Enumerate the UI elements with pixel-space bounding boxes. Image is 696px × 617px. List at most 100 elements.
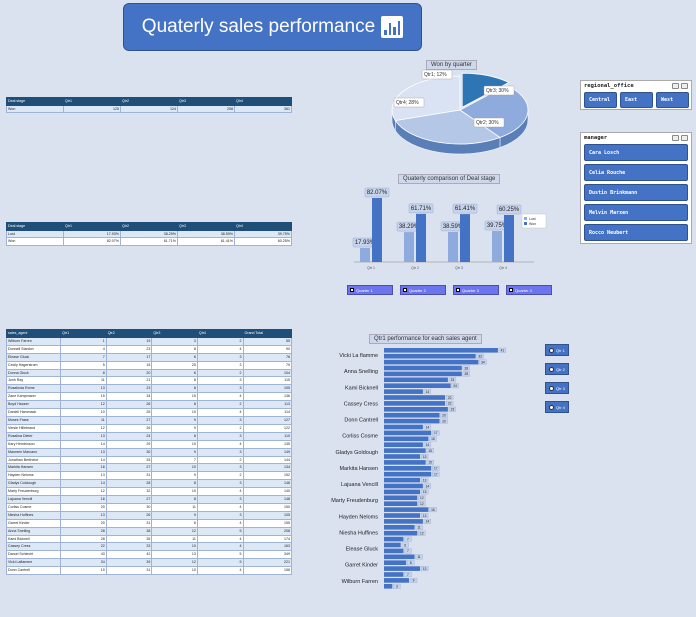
agent-bar (384, 578, 409, 583)
table-cell: 38.29% (120, 229, 178, 238)
radio-icon[interactable] (549, 404, 554, 410)
table-cell: 38.59% (177, 229, 235, 238)
table-cell: 76 (242, 352, 293, 362)
checkbox-icon[interactable] (350, 288, 354, 292)
slicer-option-west[interactable]: West (656, 92, 689, 108)
table-cell: Won (6, 237, 64, 246)
agent-bar-label-box (432, 430, 440, 436)
table-cell: 163 (242, 542, 293, 552)
agent-tick-label: Elease Gluck (346, 547, 379, 553)
radio-icon[interactable] (549, 347, 554, 353)
table-cell: 12 (151, 558, 198, 568)
multi-select-icon[interactable] (672, 134, 679, 141)
qtr-radio-4[interactable]: Qtr 4 (545, 401, 569, 413)
table-row: Maureen Marcano 13 30 9 3 149 (5, 447, 293, 457)
quarter-checkbox-3[interactable]: Quarter 3 (453, 285, 499, 295)
quarter-checkbox-1[interactable]: Quarter 1 (347, 285, 393, 295)
multi-select-icon[interactable] (672, 82, 679, 89)
column-data-label: 61.71% (411, 206, 432, 212)
qtr-radio-1[interactable]: Qtr 1 (545, 344, 569, 356)
agent-bar-data-label: 13 (423, 514, 427, 518)
table-cell: 31 (105, 471, 153, 481)
table-cell: Won (6, 104, 64, 113)
table-cell: 4 (196, 487, 244, 497)
table-cell: 27 (105, 415, 153, 425)
slicer-option-central[interactable]: Central (584, 92, 617, 108)
table-cell: 8 (151, 518, 198, 528)
agent-bar-label-box (420, 489, 429, 495)
table-cell: Cassey Cress (5, 542, 62, 552)
slicer-option-manager[interactable]: Dustin Brinkmann (584, 184, 688, 201)
checkbox-icon[interactable] (456, 288, 460, 292)
agent-bar-label-box (448, 377, 457, 383)
radio-icon[interactable] (549, 366, 554, 372)
agent-bar-data-label: 15 (428, 449, 432, 453)
agent-bar-data-label: 8 (410, 561, 412, 565)
table-cell: 3 (151, 336, 198, 346)
agent-bar (384, 359, 479, 365)
table-cell: Moses Frase (5, 415, 62, 425)
table-cell: 22 (60, 542, 107, 552)
table-row: Boyd Hauser 12 26 8 2 113 (5, 400, 293, 410)
quarter-checkbox-2[interactable]: Quarter 2 (400, 285, 446, 295)
table-cell: 113 (242, 400, 293, 410)
qtr-radio-2[interactable]: Qtr 2 (545, 363, 569, 375)
table-cell: 114 (242, 408, 293, 417)
table-cell: Wilburn Farren (5, 336, 62, 346)
agent-bar (384, 477, 421, 483)
slicer-option-manager[interactable]: Celia Rouche (584, 164, 688, 181)
column-data-label: 38.29% (399, 224, 420, 230)
agent-bar-label-box (418, 530, 426, 536)
agent-tick-label: Markita Hansen (339, 466, 378, 472)
quarter-checkbox-4[interactable]: Quarter 4 (506, 285, 552, 295)
table-cell: 105 (242, 384, 293, 394)
radio-label: Qtr 1 (556, 347, 565, 353)
table-header-cell: Qtr1 (63, 222, 121, 231)
table-cell: 12 (60, 400, 107, 410)
table-cell: Garret Kinder (5, 518, 62, 528)
radio-label: Qtr 3 (556, 385, 565, 391)
table-cell: 1 (60, 336, 107, 346)
table-cell: 6 (151, 368, 198, 378)
agent-bar-label-box (445, 395, 454, 400)
agent-bar-label-box (420, 566, 429, 572)
table-cell: 42 (105, 550, 153, 560)
table-row: Kami Bicknell 28 35 11 4 174 (5, 534, 293, 544)
agent-bar-data-label: 11 (417, 526, 421, 530)
table-cell: Zane Kampmann (5, 392, 62, 402)
table-cell: 148 (242, 495, 293, 504)
table-row: Markita Hansen 16 27 10 3 134 (5, 463, 293, 473)
table-cell: 25 (105, 455, 153, 465)
column-bar (360, 248, 370, 262)
qtr-radio-3[interactable]: Qtr 3 (545, 382, 569, 394)
slicer-option-manager[interactable]: Rocco Neubert (584, 224, 688, 241)
table-row: Elease Gluck 7 17 6 3 76 (5, 352, 293, 362)
agent-bar-label-box (404, 548, 412, 554)
table-cell: 3 (196, 463, 244, 473)
checkbox-icon[interactable] (509, 288, 513, 292)
table-cell: 11 (151, 502, 198, 512)
table-cell: Jonathan Berthelot (5, 455, 62, 465)
column-data-label: 60.25% (499, 207, 520, 213)
clear-filter-icon[interactable] (681, 134, 688, 141)
table-cell: 25 (151, 360, 198, 370)
table-cell: 20 (105, 368, 153, 378)
slicer-option-manager[interactable]: Cara Losch (584, 144, 688, 161)
agent-bar (384, 401, 446, 406)
table-cell: 16 (60, 463, 107, 473)
agent-bar-label-box (448, 406, 457, 412)
agent-tick-label: Anna Snelling (344, 369, 378, 375)
checkbox-icon[interactable] (403, 288, 407, 292)
agent-tick-label: Donn Cantrell (344, 418, 378, 424)
agent-bar-label-box (432, 471, 440, 477)
table-cell: 13 (60, 471, 107, 481)
checkbox-label: Quarter 2 (409, 287, 426, 293)
clear-filter-icon[interactable] (681, 82, 688, 89)
agent-bar-label-box (409, 577, 418, 583)
table-row: Versie Hillebrand 12 26 9 2 122 (5, 423, 293, 433)
agent-bar-label-box (440, 418, 448, 424)
slicer-option-east[interactable]: East (620, 92, 653, 108)
radio-icon[interactable] (549, 385, 554, 391)
table-cell: 16 (60, 495, 107, 504)
slicer-option-manager[interactable]: Melvin Marxen (584, 204, 688, 221)
